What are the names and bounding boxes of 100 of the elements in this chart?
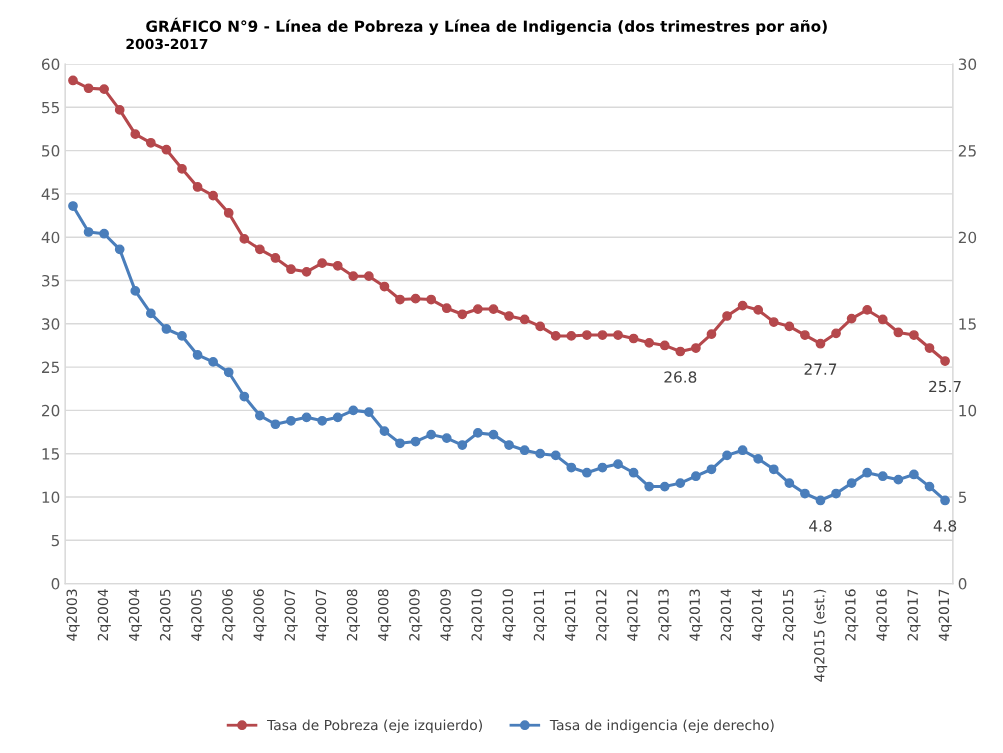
y-tick-label: 20 <box>42 404 60 417</box>
point <box>940 495 950 506</box>
x-tick-label: 2q2016 <box>845 589 859 641</box>
point <box>566 331 577 341</box>
point <box>722 450 732 461</box>
point <box>597 462 608 473</box>
point <box>364 271 374 282</box>
point <box>223 208 234 218</box>
legend-label: Tasa de indigencia (eje derecho) <box>549 719 774 733</box>
point <box>846 313 857 324</box>
point <box>239 234 250 244</box>
point <box>208 190 218 201</box>
point <box>815 495 826 506</box>
point <box>737 445 748 456</box>
point <box>488 429 499 440</box>
point <box>877 471 888 482</box>
y2-tick-label: 0 <box>958 578 967 590</box>
point <box>441 303 452 314</box>
point <box>286 415 296 426</box>
point <box>940 356 950 366</box>
x-tick-label: 2q2014 <box>720 589 734 641</box>
point <box>395 294 405 305</box>
point <box>582 467 592 478</box>
x-tick-label: 2q2011 <box>533 589 547 641</box>
point <box>426 294 437 305</box>
point <box>130 286 141 296</box>
x-tick-label: 4q2004 <box>128 589 142 641</box>
point <box>68 201 78 211</box>
point <box>784 321 795 332</box>
point <box>473 304 483 314</box>
point <box>410 436 421 447</box>
x-tick-label: 2q2015 <box>782 589 797 641</box>
y-tick-label: 25 <box>42 361 59 374</box>
x-tick-label: 2q2008 <box>346 589 361 641</box>
point <box>644 481 655 492</box>
legend-label: Tasa de Pobreza (eje izquierdo) <box>266 719 482 733</box>
point <box>68 75 78 86</box>
y-tick-label: 50 <box>42 145 60 157</box>
point <box>504 311 514 321</box>
point <box>613 330 623 340</box>
x-tick-label: 2q2004 <box>97 589 111 641</box>
y-tick-label: 45 <box>41 188 59 200</box>
point <box>550 450 561 461</box>
point <box>286 264 296 275</box>
x-tick-label: 4q2007 <box>315 589 329 641</box>
point <box>722 311 732 321</box>
x-tick-label: 4q2006 <box>253 589 267 641</box>
point <box>488 304 499 314</box>
point <box>254 410 265 421</box>
point <box>473 428 483 438</box>
point <box>877 314 888 325</box>
point <box>114 105 125 115</box>
y2-tick-label: 10 <box>959 404 977 417</box>
data-label: 4.8 <box>933 520 957 532</box>
point <box>161 144 172 155</box>
y-tick-label: 35 <box>42 274 59 287</box>
point <box>223 367 234 378</box>
x-tick-label: 4q2009 <box>440 589 454 641</box>
point <box>270 253 281 263</box>
x-tick-label: 4q2011 <box>564 589 579 641</box>
chart-subtitle: 2003-2017 <box>126 38 208 50</box>
point <box>317 415 328 426</box>
x-tick-label: 4q2014 <box>751 589 765 641</box>
x-tick-label: 4q2003 <box>66 589 80 641</box>
y2-tick-label: 5 <box>958 491 967 503</box>
point <box>737 300 748 311</box>
point <box>924 481 935 492</box>
point <box>550 331 561 341</box>
point <box>192 350 203 360</box>
point <box>130 129 141 140</box>
point <box>597 330 608 340</box>
point <box>83 227 94 237</box>
point <box>457 440 468 450</box>
point <box>831 328 841 339</box>
point <box>628 333 639 344</box>
point <box>348 271 359 282</box>
point <box>535 448 546 459</box>
point <box>348 405 359 416</box>
point <box>893 327 904 338</box>
point <box>379 281 390 292</box>
y-tick-label: 40 <box>41 231 60 244</box>
point <box>364 407 374 417</box>
point <box>909 330 919 340</box>
x-tick-label: 4q2005 <box>191 589 205 641</box>
point <box>613 459 623 469</box>
point <box>768 317 779 327</box>
y-tick-label: 15 <box>42 448 59 460</box>
point <box>301 412 312 423</box>
point <box>582 330 592 340</box>
point <box>145 308 156 319</box>
x-tick-label: 4q2016 <box>876 589 890 641</box>
data-label: 25.7 <box>929 380 961 393</box>
x-tick-label: 2q2012 <box>595 589 610 641</box>
point <box>208 357 218 367</box>
point <box>395 438 405 449</box>
x-tick-label: 2q2009 <box>409 589 423 641</box>
point <box>893 474 904 485</box>
x-tick-label: 4q2008 <box>377 589 392 641</box>
point <box>628 467 639 478</box>
point <box>410 293 421 304</box>
